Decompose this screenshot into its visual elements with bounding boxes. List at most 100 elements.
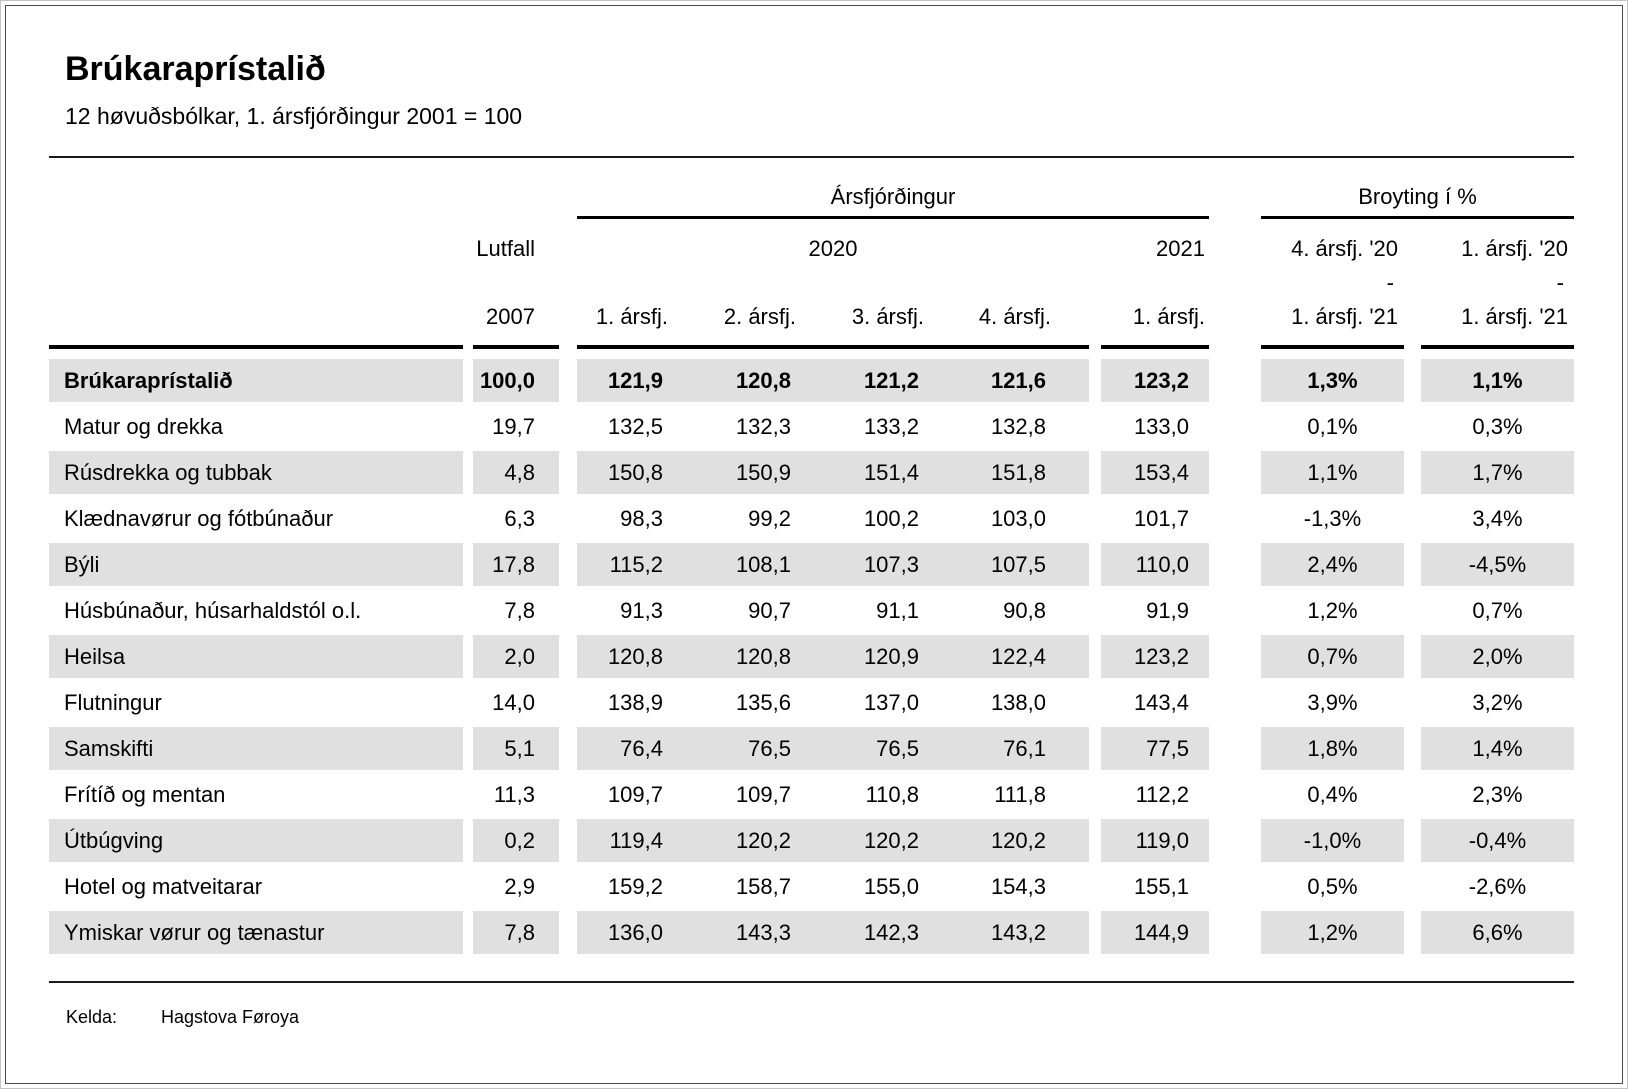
cell-weight-2007: 0,2	[473, 819, 559, 865]
cell-2021-q1: 119,0	[1101, 819, 1209, 865]
row-label: Frítíð og mentan	[49, 773, 463, 819]
cell-2020-q1: 115,2	[577, 543, 706, 589]
row-label: Flutningur	[49, 681, 463, 727]
cell-2020-q2: 143,3	[706, 911, 834, 957]
cell-2021-q1: 144,9	[1101, 911, 1209, 957]
header-change-qoq-dash: -	[1386, 269, 1394, 295]
cell-2020-q1: 138,9	[577, 681, 706, 727]
cell-2020-q4: 76,1	[962, 727, 1089, 773]
cell-change-qoq: 1,3%	[1261, 359, 1404, 405]
cell-2020-q1: 136,0	[577, 911, 706, 957]
cell-change-qoq: 0,5%	[1261, 865, 1404, 911]
cell-2020-q3: 142,3	[834, 911, 962, 957]
cell-change-yoy: 3,4%	[1421, 497, 1574, 543]
cell-2020-q3: 120,2	[834, 819, 962, 865]
cell-2020-q4: 138,0	[962, 681, 1089, 727]
cell-2020-q4: 121,6	[962, 359, 1089, 405]
cell-change-qoq: 0,1%	[1261, 405, 1404, 451]
header-change-yoy-dash: -	[1556, 269, 1564, 295]
row-label: Brúkaraprístalið	[49, 359, 463, 405]
cell-change-yoy: 1,4%	[1421, 727, 1574, 773]
row-label: Ymiskar vørur og tænastur	[49, 911, 463, 957]
thick-rule-label	[49, 345, 463, 349]
row-label: Býli	[49, 543, 463, 589]
cell-2020-q1: 150,8	[577, 451, 706, 497]
cell-weight-2007: 14,0	[473, 681, 559, 727]
cell-2020-q1: 119,4	[577, 819, 706, 865]
cell-2020-q1: 76,4	[577, 727, 706, 773]
bottom-rule	[49, 981, 1574, 983]
row-label: Klædnavørur og fótbúnaður	[49, 497, 463, 543]
cell-2020-q4: 151,8	[962, 451, 1089, 497]
thick-rule-2020	[577, 345, 1089, 349]
cell-weight-2007: 7,8	[473, 589, 559, 635]
cell-2020-q2: 150,9	[706, 451, 834, 497]
cell-change-qoq: 1,8%	[1261, 727, 1404, 773]
cell-2020-q2: 99,2	[706, 497, 834, 543]
source-value: Hagstova Føroya	[161, 1007, 300, 1027]
cell-2020-q4: 143,2	[962, 911, 1089, 957]
cell-2020-q1: 121,9	[577, 359, 706, 405]
cell-2020-q2: 135,6	[706, 681, 834, 727]
cell-weight-2007: 6,3	[473, 497, 559, 543]
cell-2020-q1: 98,3	[577, 497, 706, 543]
cell-2021-q1: 101,7	[1101, 497, 1209, 543]
thick-rule-lutfall	[473, 345, 559, 349]
header-year-2020: 2020	[808, 235, 858, 261]
cell-2020-q3: 151,4	[834, 451, 962, 497]
cell-2020-q3: 110,8	[834, 773, 962, 819]
cell-2020-q3: 76,5	[834, 727, 962, 773]
cell-2020-q4: 132,8	[962, 405, 1089, 451]
header-2020-q2: 2. ársfj.	[723, 303, 796, 329]
row-label: Hotel og matveitarar	[49, 865, 463, 911]
row-label: Matur og drekka	[49, 405, 463, 451]
cell-2020-q1: 120,8	[577, 635, 706, 681]
cell-2020-q3: 91,1	[834, 589, 962, 635]
row-label: Útbúgving	[49, 819, 463, 865]
cell-2020-q4: 107,5	[962, 543, 1089, 589]
cell-2020-q2: 120,8	[706, 635, 834, 681]
cell-2020-q3: 155,0	[834, 865, 962, 911]
cell-2020-q3: 137,0	[834, 681, 962, 727]
cell-2020-q4: 120,2	[962, 819, 1089, 865]
cell-2020-q3: 107,3	[834, 543, 962, 589]
cell-change-yoy: 0,7%	[1421, 589, 1574, 635]
cell-weight-2007: 5,1	[473, 727, 559, 773]
header-year-2021: 2021	[1156, 235, 1205, 261]
header-2020-q1: 1. ársfj.	[595, 303, 668, 329]
cell-weight-2007: 2,9	[473, 865, 559, 911]
cell-change-yoy: 1,7%	[1421, 451, 1574, 497]
cell-2020-q3: 133,2	[834, 405, 962, 451]
cell-change-yoy: 0,3%	[1421, 405, 1574, 451]
cell-2021-q1: 133,0	[1101, 405, 1209, 451]
cell-change-yoy: 2,0%	[1421, 635, 1574, 681]
cell-change-qoq: 0,4%	[1261, 773, 1404, 819]
cell-2021-q1: 155,1	[1101, 865, 1209, 911]
page-title: Brúkaraprístalið	[65, 50, 326, 88]
cell-change-qoq: -1,3%	[1261, 497, 1404, 543]
cell-2021-q1: 153,4	[1101, 451, 1209, 497]
cell-change-qoq: 1,1%	[1261, 451, 1404, 497]
header-change-yoy-top: 1. ársfj. '20	[1461, 235, 1568, 261]
cell-2021-q1: 123,2	[1101, 635, 1209, 681]
header-lutfall: Lutfall	[476, 235, 535, 261]
row-label: Rúsdrekka og tubbak	[49, 451, 463, 497]
cell-2020-q1: 109,7	[577, 773, 706, 819]
thick-rule-2021	[1101, 345, 1209, 349]
cell-weight-2007: 19,7	[473, 405, 559, 451]
header-change-yoy-bottom: 1. ársfj. '21	[1461, 303, 1568, 329]
row-label: Heilsa	[49, 635, 463, 681]
cell-change-qoq: 2,4%	[1261, 543, 1404, 589]
cell-change-yoy: -4,5%	[1421, 543, 1574, 589]
row-label: Samskifti	[49, 727, 463, 773]
top-rule	[49, 156, 1574, 158]
cell-weight-2007: 17,8	[473, 543, 559, 589]
cell-2020-q2: 120,8	[706, 359, 834, 405]
cell-weight-2007: 100,0	[473, 359, 559, 405]
header-2020-q4: 4. ársfj.	[978, 303, 1051, 329]
source-label: Kelda:	[66, 1007, 118, 1027]
column-group-quarter: Ársfjórðingur	[830, 183, 956, 209]
cell-weight-2007: 11,3	[473, 773, 559, 819]
cell-change-yoy: 1,1%	[1421, 359, 1574, 405]
cell-2020-q1: 159,2	[577, 865, 706, 911]
